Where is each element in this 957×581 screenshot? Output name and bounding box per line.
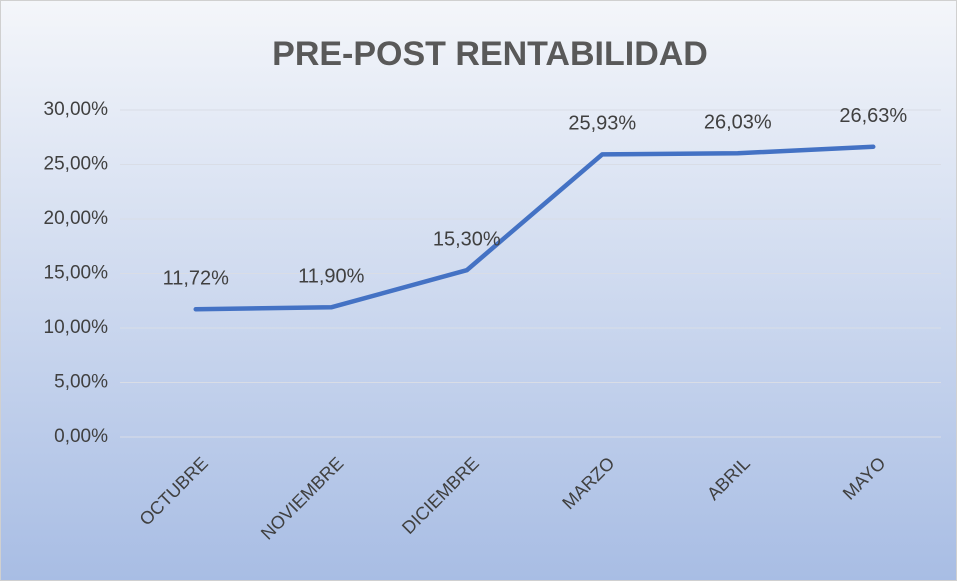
y-tick-label: 5,00% — [54, 372, 108, 393]
data-label: 26,03% — [704, 112, 772, 134]
data-line — [193, 144, 876, 312]
data-label: 11,72% — [163, 268, 230, 290]
chart-title: PRE-POST RENTABILIDAD — [272, 35, 708, 73]
data-label: 11,90% — [298, 266, 365, 288]
y-tick-label: 10,00% — [44, 317, 109, 338]
data-label: 15,30% — [433, 229, 501, 251]
y-tick-label: 15,00% — [44, 263, 109, 284]
y-tick-label: 20,00% — [44, 208, 109, 229]
y-tick-label: 25,00% — [44, 154, 109, 175]
y-tick-label: 30,00% — [44, 99, 109, 120]
data-label: 25,93% — [568, 113, 636, 135]
y-tick-label: 0,00% — [54, 426, 108, 447]
data-label: 26,63% — [839, 105, 907, 127]
